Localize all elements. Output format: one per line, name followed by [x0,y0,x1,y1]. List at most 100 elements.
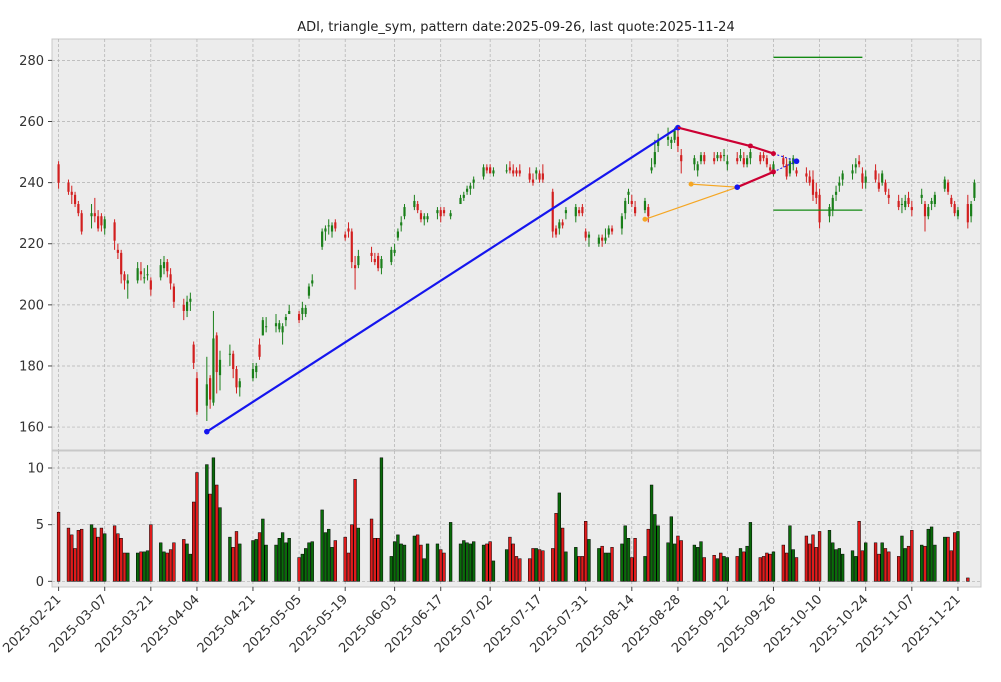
candle-body [57,164,60,183]
candle-body [321,231,324,247]
volume-bar [692,544,697,582]
candle-body [920,194,923,198]
orange-pivot-point [688,181,694,187]
candle-body [703,155,706,162]
volume-bar [541,550,545,582]
candle-body [209,378,212,400]
candle-body [828,207,831,217]
volume-bar [630,557,634,582]
candle-body [805,173,808,177]
candle-body [235,369,238,388]
volume-bar [653,514,657,582]
candle-body [103,219,106,229]
candle-body [858,161,861,165]
candle-body [719,155,722,159]
candle-body [558,222,561,229]
candle-body [192,344,195,363]
blue-trend-line [206,126,679,433]
candle-body [973,182,976,198]
candle-body [518,170,521,174]
candle-body [120,252,123,275]
volume-bar [742,551,746,582]
triangle-lower-end-point [770,169,776,175]
volume-bar [195,472,199,582]
volume-bar [633,538,637,582]
volume-bar [162,551,166,582]
volume-bar [304,548,308,582]
candle-body [396,231,400,238]
volume-bar [56,511,61,582]
volume-bar [880,542,884,582]
volume-bar [906,545,911,582]
candle-body [673,130,676,140]
candle-body [531,179,535,183]
volume-bar [126,552,130,582]
volume-bar [784,552,789,582]
volume-bar [626,538,631,582]
candle-body [143,277,146,279]
volume-bar [287,538,291,582]
volume-bar [172,542,176,582]
candle-body [841,173,844,180]
volume-tick-label: 10 [27,462,44,477]
volume-bar [238,543,242,582]
candle-body [762,155,765,159]
candle-body [620,216,624,229]
candle-body [238,381,241,388]
candle-body [380,259,383,269]
volume-bar [929,526,934,582]
candle-body [811,179,815,195]
candle-body [877,182,880,189]
volume-bar [211,457,216,582]
candle-body [666,136,670,140]
candle-body [212,338,215,403]
candle-body [561,222,564,226]
candle-body [166,262,169,272]
volume-bar [715,558,720,582]
volume-bar [557,492,561,582]
candle-body [736,158,739,162]
candle-body [146,274,149,276]
candle-body [465,188,469,192]
candle-body [864,176,867,183]
candle-body [311,280,314,284]
candle-body [215,335,218,373]
price-tick-label: 240 [19,176,44,191]
candle-body [541,173,544,180]
volume-bar [531,548,535,582]
volume-bar [192,501,196,582]
candle-body [162,262,166,269]
candle-body [149,280,152,290]
volume-bar [587,539,591,582]
volume-bar [702,557,706,582]
price-tick-label: 200 [19,298,44,313]
candle-body [881,173,884,183]
volume-bar [791,549,795,582]
candle-body [70,191,73,195]
volume-bar [834,549,838,582]
candle-body [818,194,821,223]
volume-bar [79,528,84,582]
volume-bar [284,542,288,582]
volume-bar [926,528,930,582]
volume-bar [528,558,532,582]
volume-bar [392,541,397,582]
price-tick-label: 260 [19,115,44,130]
volume-bar [70,534,74,582]
volume-bar [564,551,568,582]
volume-bar [864,542,868,582]
candle-body [334,222,337,229]
candle-body [769,167,772,171]
volume-bar [771,551,776,582]
volume-bar [402,544,407,582]
candle-body [77,204,80,214]
candle-body [726,161,729,165]
candle-body [607,228,610,235]
volume-bar [376,538,380,582]
volume-bar [257,532,262,582]
candle-body [749,152,752,159]
volume-bar [99,527,104,582]
volume-bar [883,548,888,582]
volume-bar [719,552,723,582]
candle-body [261,320,264,336]
